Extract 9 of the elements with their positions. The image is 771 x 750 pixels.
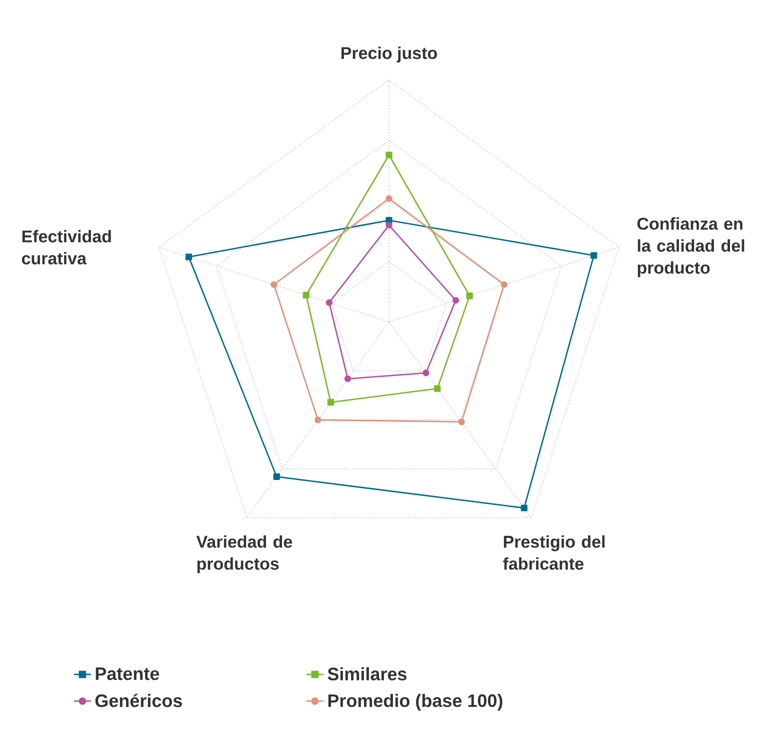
legend-label: Promedio (base 100) xyxy=(328,694,502,711)
spoke-label: Variedad de productos xyxy=(196,535,292,574)
spoke-label: Efectividad curativa xyxy=(22,230,111,264)
spoke-label: Confianza en la calidad del producto xyxy=(637,217,744,278)
legend-label: Genéricos xyxy=(95,694,182,708)
legend-label: Similares xyxy=(328,667,406,680)
spoke-label: Precio justo xyxy=(342,46,437,62)
spoke-label: Prestigio del fabricante xyxy=(503,535,605,570)
legend-label: Patente xyxy=(96,668,160,680)
